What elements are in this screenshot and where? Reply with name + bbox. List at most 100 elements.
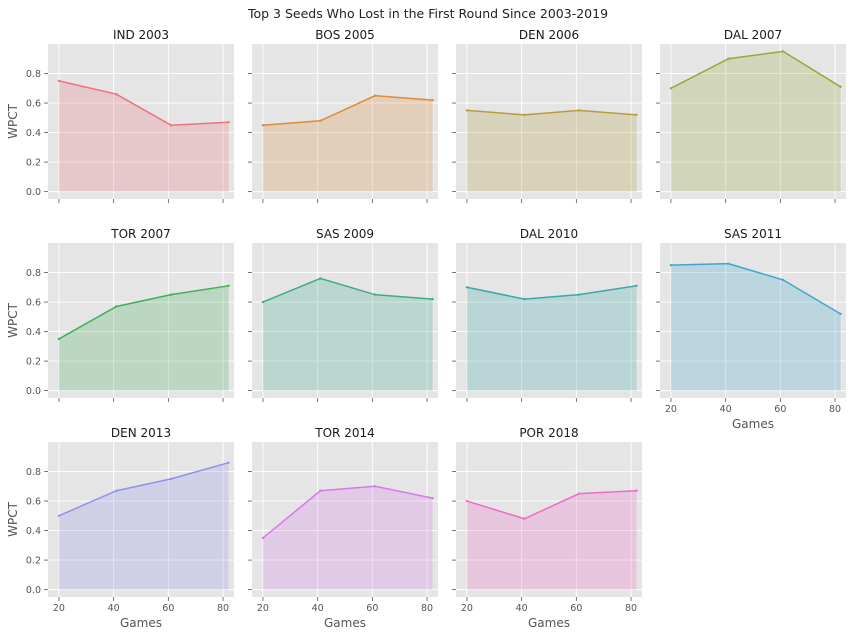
data-point — [57, 79, 61, 83]
data-point — [169, 123, 173, 127]
data-point — [227, 461, 230, 464]
data-point — [669, 263, 673, 267]
x-tick-label: 60 — [570, 603, 582, 614]
panel-title: SAS 2011 — [724, 227, 782, 241]
series-area-tor-2007 — [58, 285, 229, 391]
y-tick-label: 0.0 — [26, 187, 41, 198]
panel-title: DEN 2013 — [111, 426, 171, 440]
data-point — [373, 485, 377, 488]
panel-dal-2010: DAL 2010 — [452, 227, 642, 402]
panel-background — [252, 442, 438, 597]
x-axis-label: Games — [120, 616, 162, 630]
panel-title: DAL 2007 — [724, 28, 782, 42]
data-point — [727, 57, 730, 60]
data-point — [319, 489, 322, 492]
panel-background — [660, 44, 846, 199]
data-point — [523, 297, 526, 301]
x-tick-label: 40 — [516, 603, 528, 614]
y-tick-label: 0.6 — [26, 298, 41, 309]
data-point — [781, 50, 785, 53]
panel-grid: IND 2003 0.0 0.2 0.4 0.6 0.8 WPCT BOS 2005 DEN 2… — [6, 28, 846, 630]
y-tick-label: 0.0 — [26, 386, 41, 397]
panel-title: TOR 2014 — [314, 426, 374, 440]
panel-por-2018: POR 2018 20 40 60 80 Games — [452, 426, 642, 630]
series-area-den-2006 — [466, 110, 637, 192]
panel-tor-2014: TOR 2014 20 40 60 80 Games — [248, 426, 438, 630]
y-axis-label: WPCT — [6, 302, 20, 337]
panel-den-2013: DEN 2013 20 40 60 80 Games 0.0 0.2 0.4 0.6 0.8 WPCT — [6, 426, 234, 630]
panel-title: SAS 2009 — [316, 227, 374, 241]
data-point — [839, 312, 842, 316]
x-tick-label: 60 — [162, 603, 174, 614]
y-tick-label: 0.6 — [26, 99, 41, 110]
series-line-por-2018 — [466, 489, 637, 520]
series-line-den-2013 — [58, 461, 229, 517]
data-point — [839, 85, 842, 89]
panel-background — [660, 243, 846, 398]
panel-tor-2007: TOR 2007 0.0 0.2 0.4 0.6 0.8 WPCT — [6, 227, 234, 402]
series-line-dal-2007 — [670, 50, 841, 89]
data-point — [431, 98, 434, 102]
panel-bos-2005: BOS 2005 — [248, 28, 438, 203]
panel-background — [48, 44, 234, 199]
panel-background — [456, 442, 642, 597]
x-axis-label: Games — [324, 616, 366, 630]
data-point — [635, 489, 638, 492]
panel-title: BOS 2005 — [315, 28, 374, 42]
x-tick-label: 20 — [53, 603, 65, 614]
data-point — [465, 286, 469, 289]
data-point — [261, 536, 265, 540]
x-tick-label: 40 — [720, 404, 732, 415]
series-area-por-2018 — [466, 490, 637, 590]
data-point — [523, 113, 526, 117]
x-tick-label: 80 — [421, 603, 433, 614]
panel-title: POR 2018 — [519, 426, 578, 440]
y-tick-label: 0.4 — [26, 327, 41, 338]
panel-den-2006: DEN 2006 — [452, 28, 642, 203]
panel-title: DEN 2006 — [519, 28, 579, 42]
panel-title: DAL 2010 — [520, 227, 578, 241]
data-point — [373, 293, 377, 296]
y-tick-label: 0.4 — [26, 526, 41, 537]
y-axis-label: WPCT — [6, 103, 20, 138]
data-point — [577, 109, 581, 112]
data-point — [465, 109, 469, 112]
x-axis-label: Games — [732, 417, 774, 431]
series-line-den-2006 — [466, 109, 637, 116]
series-line-sas-2011 — [670, 262, 841, 315]
data-point — [635, 284, 638, 288]
x-tick-label: 80 — [217, 603, 229, 614]
data-point — [523, 517, 526, 520]
data-point — [115, 92, 118, 96]
y-tick-label: 0.0 — [26, 585, 41, 596]
panel-background — [456, 44, 642, 199]
x-tick-label: 20 — [257, 603, 269, 614]
data-point — [57, 514, 61, 518]
data-point — [169, 293, 173, 296]
series-line-bos-2005 — [262, 94, 433, 126]
series-line-ind-2003 — [58, 80, 229, 126]
data-point — [261, 300, 265, 304]
y-tick-label: 0.8 — [26, 69, 41, 80]
panel-sas-2011: SAS 2011 20 40 60 80 Games — [656, 227, 846, 431]
data-point — [227, 284, 230, 288]
x-tick-label: 60 — [366, 603, 378, 614]
panel-ind-2003: IND 2003 0.0 0.2 0.4 0.6 0.8 WPCT — [6, 28, 234, 203]
figure-title: Top 3 Seeds Who Lost in the First Round … — [247, 6, 608, 21]
panel-background — [456, 243, 642, 398]
panel-title: IND 2003 — [113, 28, 169, 42]
series-line-dal-2010 — [466, 285, 637, 300]
x-tick-label: 40 — [312, 603, 324, 614]
data-point — [465, 499, 469, 503]
x-axis-label: Games — [528, 616, 570, 630]
series-line-tor-2014 — [262, 485, 433, 539]
data-point — [431, 496, 434, 500]
data-point — [431, 297, 434, 301]
x-tick-label: 60 — [774, 404, 786, 415]
panel-background — [252, 243, 438, 398]
y-tick-label: 0.4 — [26, 128, 41, 139]
y-tick-label: 0.6 — [26, 497, 41, 508]
data-point — [169, 477, 173, 481]
data-point — [635, 113, 638, 117]
